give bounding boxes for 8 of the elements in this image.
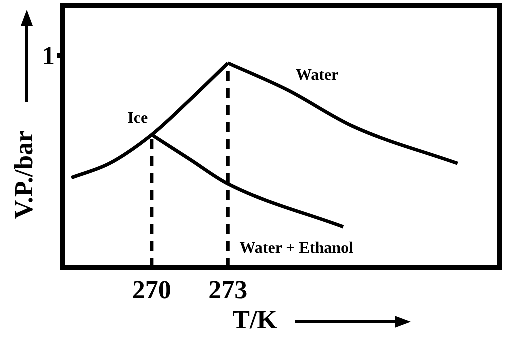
- x-tick-label: 270: [132, 275, 172, 304]
- series-label: Ice: [128, 110, 148, 128]
- y-axis-title: V.P./bar: [10, 130, 39, 220]
- x-axis-title: T/K: [232, 306, 278, 335]
- series-label: Water + Ethanol: [240, 240, 354, 258]
- x-tick-label: 273: [208, 275, 248, 304]
- text: 1: [42, 42, 55, 71]
- series-label: Water: [296, 67, 339, 84]
